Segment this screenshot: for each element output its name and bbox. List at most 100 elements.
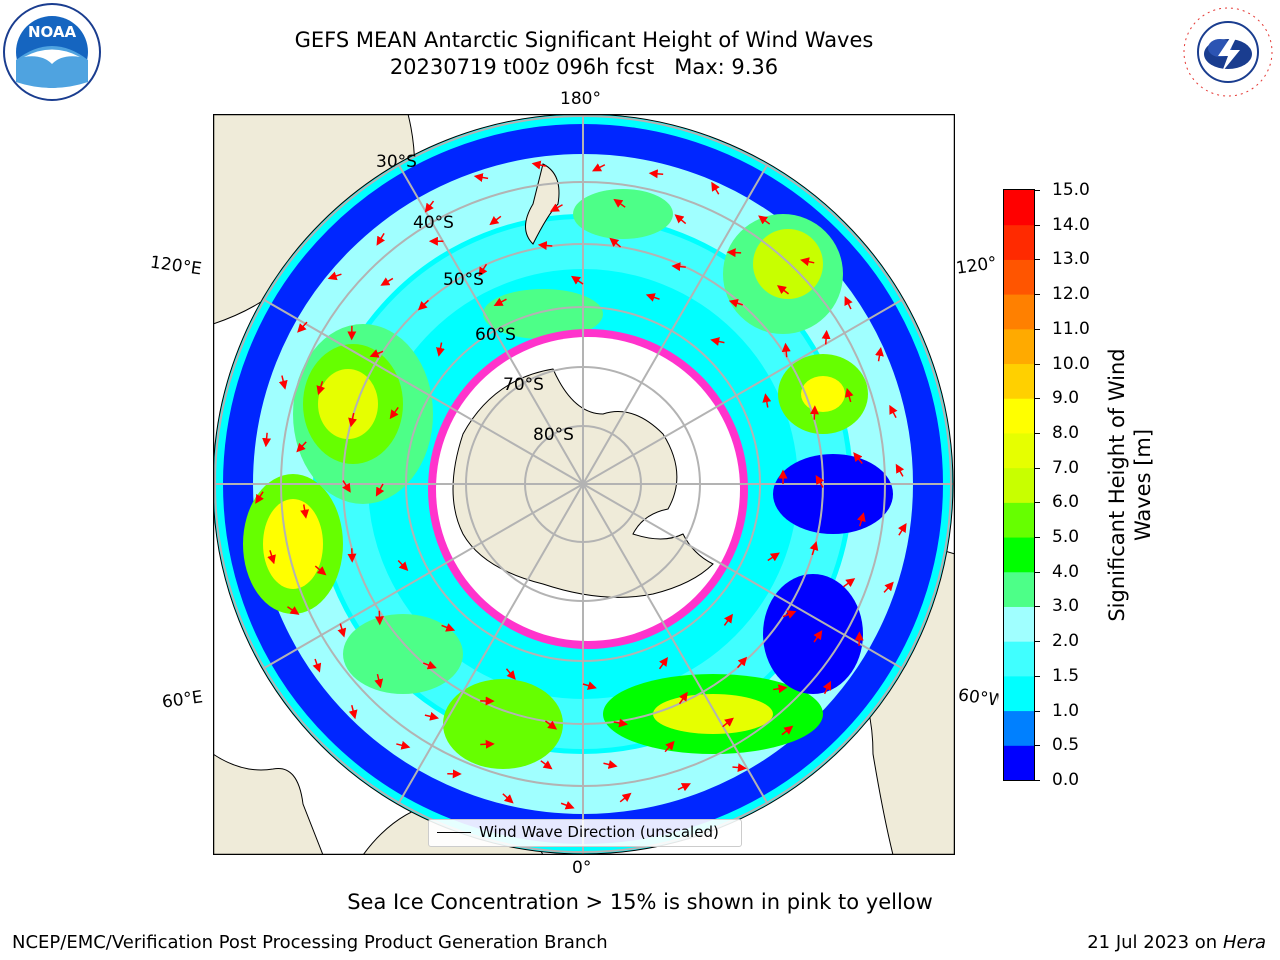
wave-direction-arrow [674, 214, 687, 225]
colorbar-tick-mark [1034, 502, 1040, 504]
colorbar-tick-label: 2.0 [1052, 631, 1080, 652]
wave-direction-arrow [582, 681, 597, 690]
wave-direction-arrow [493, 297, 507, 306]
wave-direction-arrow [369, 349, 384, 358]
wave-direction-arrow [875, 346, 884, 362]
lat-label-70s: 70°S [503, 375, 544, 395]
colorbar-segment [1004, 537, 1034, 573]
wave-direction-arrow [853, 452, 863, 464]
wave-direction-arrow [645, 293, 660, 302]
legend-box: Wind Wave Direction (unscaled) [428, 819, 742, 847]
wave-direction-arrow [844, 295, 853, 310]
colorbar-segment [1004, 190, 1034, 226]
colorbar-tick-mark [1034, 467, 1040, 469]
colorbar-tick-label: 4.0 [1052, 561, 1080, 582]
wave-direction-arrow [767, 552, 780, 562]
wave-direction-arrow [736, 656, 748, 669]
colorbar-tick-label: 10.0 [1052, 353, 1090, 374]
wave-direction-arrow [722, 717, 734, 728]
colorbar-segment [1004, 502, 1034, 538]
wave-direction-arrow [262, 432, 272, 448]
wave-direction-arrow [337, 623, 347, 638]
wave-direction-arrow [815, 474, 825, 488]
colorbar-segment [1004, 606, 1034, 642]
colorbar-tick-label: 15.0 [1052, 180, 1090, 200]
wave-direction-arrow [375, 483, 385, 497]
wave-direction-arrow [397, 560, 409, 572]
plot-title: GEFS MEAN Antarctic Significant Height o… [294, 28, 874, 52]
nws-logo [1178, 2, 1278, 102]
footer-date: 21 Jul 2023 on Hera [1087, 932, 1266, 953]
wave-direction-arrow [544, 720, 558, 730]
wave-direction-arrow [821, 329, 831, 345]
land-africa [213, 753, 324, 855]
colorbar-segment [1004, 641, 1034, 677]
wave-direction-arrow [424, 200, 435, 213]
colorbar-tick-label: 11.0 [1052, 318, 1090, 339]
colorbar-tick-mark [1034, 328, 1040, 330]
lat-label-50s: 50°S [443, 270, 484, 290]
colorbar-segment [1004, 710, 1034, 746]
colorbar-tick-mark [1034, 363, 1040, 365]
wave-direction-arrow [843, 578, 856, 588]
wave-direction-arrow [591, 163, 606, 172]
colorbar-tick-mark [1034, 224, 1040, 226]
polar-map [212, 113, 956, 856]
wave-direction-arrow [348, 412, 357, 428]
wave-direction-arrow [300, 504, 310, 519]
lon-label-180: 180° [560, 89, 601, 109]
colorbar-tick-label: 13.0 [1052, 249, 1090, 270]
wave-direction-arrow [255, 491, 264, 504]
wave-direction-arrow [436, 342, 445, 357]
lat-label-30s: 30°S [376, 152, 417, 172]
colorbar-segment [1004, 571, 1034, 607]
lat-label-60s: 60°S [475, 325, 516, 345]
wave-direction-arrow [441, 623, 456, 632]
wave-direction-arrow [348, 705, 358, 720]
wave-direction-arrow [723, 613, 733, 626]
colorbar-tick-label: 6.0 [1052, 492, 1080, 513]
colorbar-tick-label: 0.0 [1052, 770, 1080, 790]
wave-direction-arrow [822, 680, 832, 695]
colorbar-tick-label: 12.0 [1052, 284, 1090, 305]
legend-line [437, 832, 471, 833]
wave-direction-arrow [267, 550, 276, 565]
wave-direction-arrow [671, 262, 686, 272]
wave-direction-arrow [505, 668, 516, 680]
colorbar-tick-mark [1034, 606, 1040, 608]
wave-direction-arrow [374, 673, 384, 689]
wave-direction-arrow [800, 257, 815, 267]
colorbar-tick-label: 9.0 [1052, 388, 1080, 409]
wave-direction-arrow [422, 660, 437, 670]
colorbar-tick-label: 5.0 [1052, 527, 1080, 548]
wave-direction-arrow [296, 441, 307, 453]
wave-direction-arrow [540, 760, 553, 770]
colorbar-tick-mark [1034, 780, 1040, 781]
meridian-line [382, 137, 784, 831]
wave-direction-arrow [664, 740, 675, 753]
colorbar-tick-mark [1034, 259, 1040, 261]
colorbar-tick-mark [1034, 641, 1040, 643]
wave-direction-arrow [773, 684, 788, 694]
colorbar-segment [1004, 259, 1034, 295]
wave-direction-arrow [473, 173, 489, 182]
wave-direction-arrow [603, 760, 618, 769]
colorbar-segment [1004, 294, 1034, 330]
colorbar-tick-mark [1034, 745, 1040, 747]
colorbar-segment [1004, 328, 1034, 365]
colorbar-tick-mark [1034, 294, 1040, 296]
colorbar-tick-mark [1034, 190, 1040, 191]
wave-direction-arrow [711, 181, 720, 195]
wave-direction-arrow [898, 522, 907, 536]
wave-direction-arrow [312, 658, 322, 673]
legend-label: Wind Wave Direction (unscaled) [479, 823, 719, 841]
colorbar-tick-label: 1.0 [1052, 700, 1080, 721]
wave-direction-arrow [813, 630, 823, 643]
wave-direction-arrow [424, 711, 440, 721]
wave-direction-arrow [844, 387, 854, 403]
wave-direction-arrow [613, 198, 626, 208]
colorbar-tick-mark [1034, 537, 1040, 539]
wave-direction-arrow [658, 656, 668, 670]
lat-label-40s: 40°S [413, 213, 454, 233]
wave-direction-arrow [613, 718, 629, 728]
